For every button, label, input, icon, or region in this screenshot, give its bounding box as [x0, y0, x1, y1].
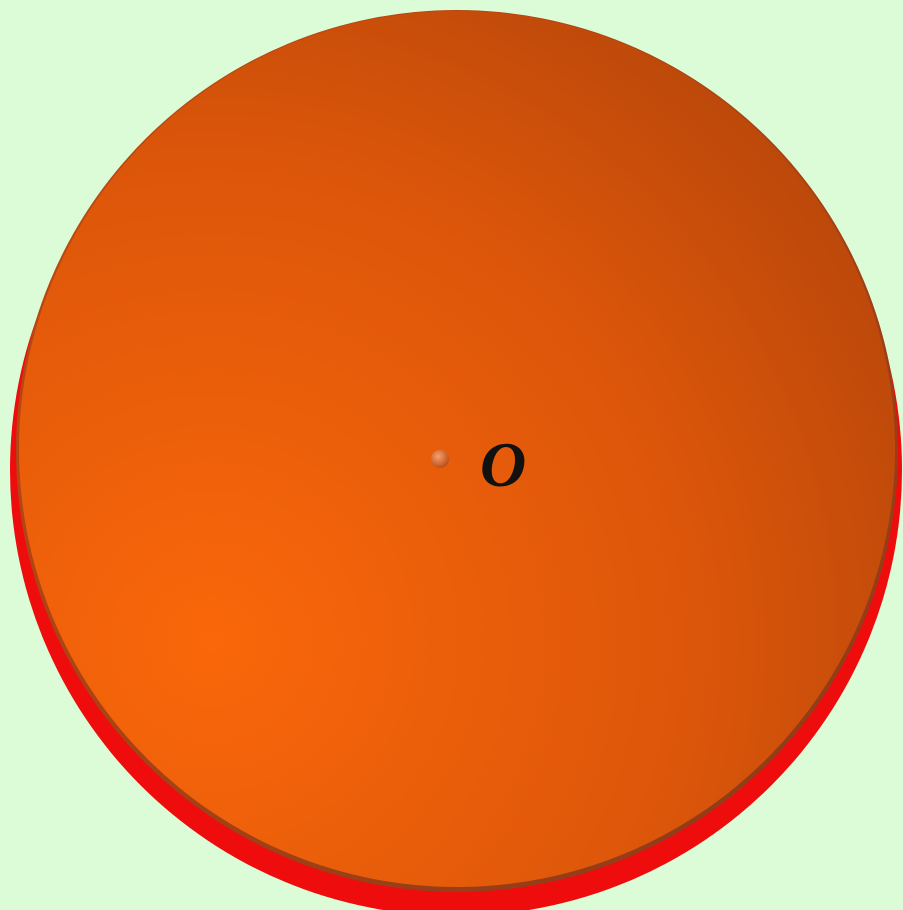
center-point	[431, 450, 449, 468]
circle	[19, 11, 895, 887]
center-label: O	[480, 429, 526, 500]
